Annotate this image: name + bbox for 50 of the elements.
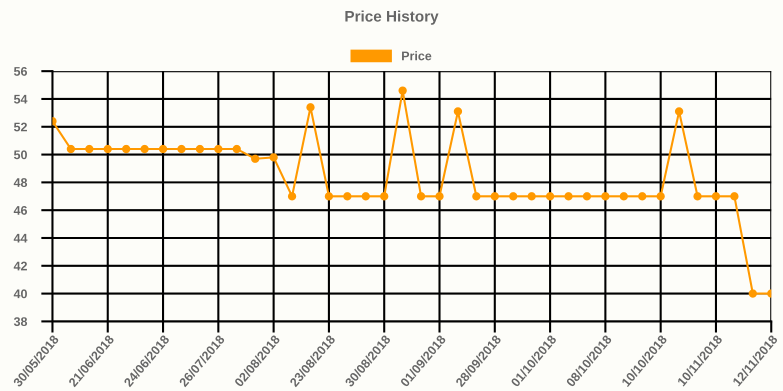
point [140,144,149,154]
point [730,192,739,200]
y-tick-label: 50 [14,150,27,160]
point [454,107,462,116]
point [582,192,592,200]
point [509,192,518,200]
y-tick-label: 40 [14,289,27,298]
legend-label: Price [402,51,432,60]
point [177,144,186,154]
point [66,144,76,154]
y-tick-label: 52 [14,122,27,132]
point [564,192,573,200]
point [674,107,684,116]
point [214,144,223,154]
point [435,192,444,200]
y-tick-label: 38 [14,317,28,326]
point [398,86,407,95]
y-tick-label: 44 [14,234,28,243]
chart-title: Price History [345,10,439,25]
y-tick-label: 54 [14,94,28,104]
y-tick-label: 56 [14,66,28,76]
point [232,144,241,154]
point [638,192,646,200]
point [748,289,757,298]
point [712,192,720,200]
y-tick-label: 46 [14,206,28,215]
point [269,153,278,162]
point [324,192,334,200]
point [306,103,315,112]
y-tick-label: 42 [14,262,27,270]
y-tick-label: 48 [14,178,28,188]
point [158,144,168,154]
point [693,192,702,200]
point [490,192,499,200]
point [343,192,352,200]
point [527,192,536,200]
point [362,192,370,200]
point [196,144,204,154]
point [416,192,426,200]
point [288,192,296,200]
point [251,154,260,163]
point [601,192,610,200]
point [620,192,628,200]
point [122,144,130,154]
point [85,144,94,154]
point [656,192,665,200]
point [546,192,554,200]
point [104,144,112,154]
point [380,192,388,200]
point [472,192,481,200]
